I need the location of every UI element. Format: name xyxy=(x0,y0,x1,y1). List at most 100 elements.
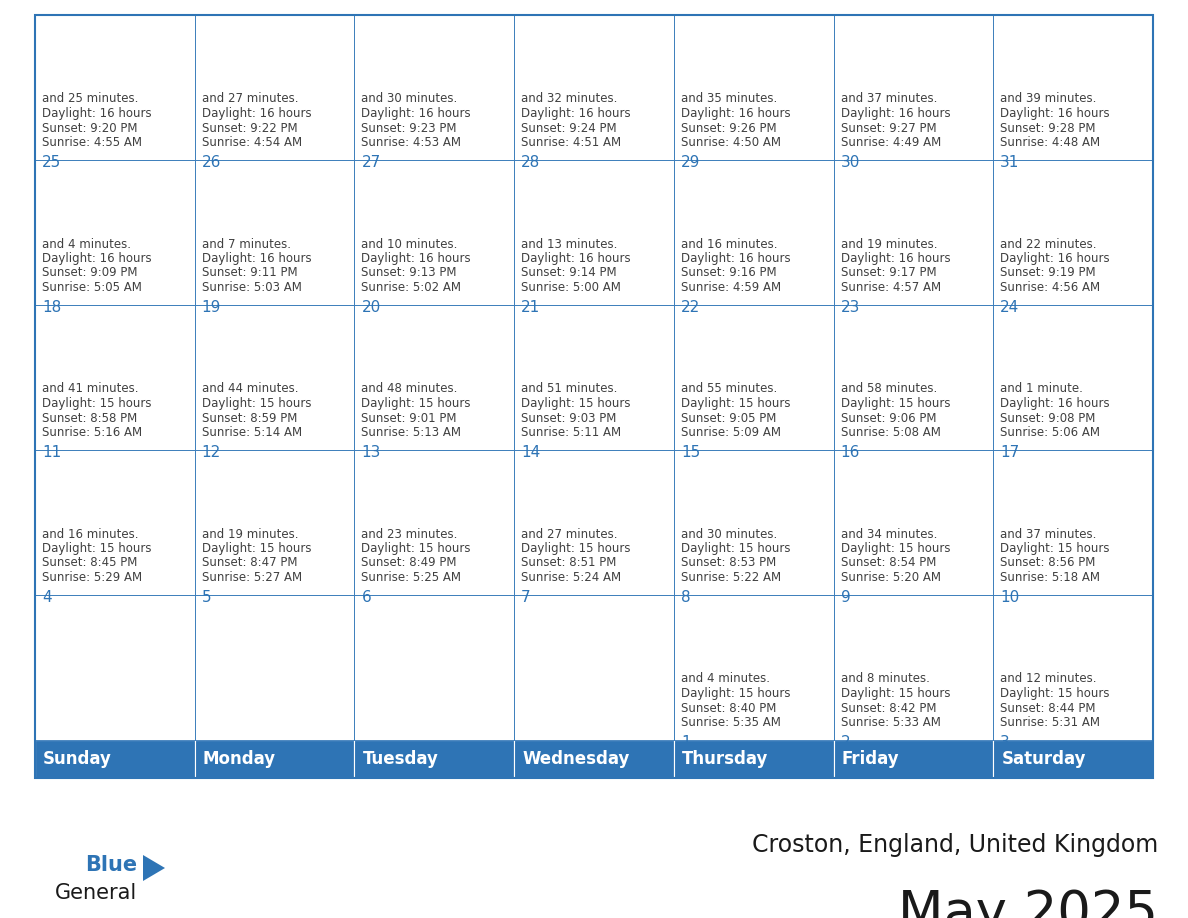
Text: Daylight: 15 hours: Daylight: 15 hours xyxy=(841,542,950,555)
Text: Sunset: 8:58 PM: Sunset: 8:58 PM xyxy=(42,411,138,424)
Text: Daylight: 15 hours: Daylight: 15 hours xyxy=(841,687,950,700)
Text: and 34 minutes.: and 34 minutes. xyxy=(841,528,937,541)
Text: Sunrise: 4:53 AM: Sunrise: 4:53 AM xyxy=(361,136,461,149)
Bar xyxy=(514,305,674,450)
Text: 18: 18 xyxy=(42,300,62,315)
Bar xyxy=(514,740,674,778)
Text: Sunrise: 5:22 AM: Sunrise: 5:22 AM xyxy=(681,571,781,584)
Text: 8: 8 xyxy=(681,590,690,605)
Text: Sunrise: 5:27 AM: Sunrise: 5:27 AM xyxy=(202,571,302,584)
Text: Daylight: 15 hours: Daylight: 15 hours xyxy=(202,542,311,555)
Text: Sunrise: 4:48 AM: Sunrise: 4:48 AM xyxy=(1000,136,1100,149)
Text: 24: 24 xyxy=(1000,300,1019,315)
Text: 28: 28 xyxy=(522,155,541,170)
Text: Sunset: 9:06 PM: Sunset: 9:06 PM xyxy=(841,411,936,424)
Bar xyxy=(34,15,195,160)
Text: Sunset: 9:05 PM: Sunset: 9:05 PM xyxy=(681,411,776,424)
Text: Sunrise: 4:56 AM: Sunrise: 4:56 AM xyxy=(1000,281,1100,294)
Text: Sunset: 9:24 PM: Sunset: 9:24 PM xyxy=(522,121,617,135)
Text: Sunset: 9:16 PM: Sunset: 9:16 PM xyxy=(681,266,777,279)
Text: Sunset: 9:28 PM: Sunset: 9:28 PM xyxy=(1000,121,1095,135)
Bar xyxy=(34,740,195,778)
Text: Daylight: 16 hours: Daylight: 16 hours xyxy=(841,252,950,265)
Text: Sunrise: 5:06 AM: Sunrise: 5:06 AM xyxy=(1000,426,1100,439)
Text: Blue: Blue xyxy=(86,855,137,875)
Text: Sunset: 9:11 PM: Sunset: 9:11 PM xyxy=(202,266,297,279)
Text: Sunrise: 5:31 AM: Sunrise: 5:31 AM xyxy=(1000,716,1100,729)
Text: Friday: Friday xyxy=(841,750,899,768)
Text: Daylight: 15 hours: Daylight: 15 hours xyxy=(841,397,950,410)
Text: Daylight: 16 hours: Daylight: 16 hours xyxy=(522,107,631,120)
Text: 11: 11 xyxy=(42,445,62,460)
Text: Daylight: 16 hours: Daylight: 16 hours xyxy=(1000,397,1110,410)
Text: Sunday: Sunday xyxy=(43,750,112,768)
Text: 22: 22 xyxy=(681,300,700,315)
Bar xyxy=(195,160,354,305)
Text: 25: 25 xyxy=(42,155,62,170)
Bar xyxy=(834,740,993,778)
Text: Sunset: 9:23 PM: Sunset: 9:23 PM xyxy=(361,121,457,135)
Text: 9: 9 xyxy=(841,590,851,605)
Text: and 37 minutes.: and 37 minutes. xyxy=(841,93,937,106)
Bar xyxy=(674,15,834,160)
Bar xyxy=(195,595,354,740)
Text: and 23 minutes.: and 23 minutes. xyxy=(361,528,457,541)
Text: and 55 minutes.: and 55 minutes. xyxy=(681,383,777,396)
Text: Sunrise: 5:13 AM: Sunrise: 5:13 AM xyxy=(361,426,461,439)
Text: Sunset: 9:20 PM: Sunset: 9:20 PM xyxy=(42,121,138,135)
Bar xyxy=(834,15,993,160)
Text: Sunset: 9:08 PM: Sunset: 9:08 PM xyxy=(1000,411,1095,424)
Text: and 16 minutes.: and 16 minutes. xyxy=(42,528,139,541)
Text: Sunrise: 5:24 AM: Sunrise: 5:24 AM xyxy=(522,571,621,584)
Text: Sunrise: 4:54 AM: Sunrise: 4:54 AM xyxy=(202,136,302,149)
Text: Sunrise: 5:16 AM: Sunrise: 5:16 AM xyxy=(42,426,143,439)
Bar xyxy=(993,305,1154,450)
Text: and 44 minutes.: and 44 minutes. xyxy=(202,383,298,396)
Text: 27: 27 xyxy=(361,155,380,170)
Text: 13: 13 xyxy=(361,445,381,460)
Bar xyxy=(354,595,514,740)
Bar xyxy=(354,740,514,778)
Text: Daylight: 15 hours: Daylight: 15 hours xyxy=(1000,542,1110,555)
Text: Sunrise: 4:51 AM: Sunrise: 4:51 AM xyxy=(522,136,621,149)
Text: Sunrise: 5:18 AM: Sunrise: 5:18 AM xyxy=(1000,571,1100,584)
Text: 7: 7 xyxy=(522,590,531,605)
Text: Sunset: 9:27 PM: Sunset: 9:27 PM xyxy=(841,121,936,135)
Bar xyxy=(195,305,354,450)
Text: 4: 4 xyxy=(42,590,51,605)
Bar xyxy=(993,450,1154,595)
Text: Wednesday: Wednesday xyxy=(523,750,630,768)
Bar xyxy=(993,15,1154,160)
Text: and 35 minutes.: and 35 minutes. xyxy=(681,93,777,106)
Text: and 4 minutes.: and 4 minutes. xyxy=(42,238,131,251)
Text: 5: 5 xyxy=(202,590,211,605)
Text: Sunset: 9:22 PM: Sunset: 9:22 PM xyxy=(202,121,297,135)
Bar xyxy=(674,450,834,595)
Text: Daylight: 16 hours: Daylight: 16 hours xyxy=(202,252,311,265)
Text: Sunrise: 5:25 AM: Sunrise: 5:25 AM xyxy=(361,571,461,584)
Text: 21: 21 xyxy=(522,300,541,315)
Bar xyxy=(834,160,993,305)
Text: Sunrise: 4:57 AM: Sunrise: 4:57 AM xyxy=(841,281,941,294)
Text: 6: 6 xyxy=(361,590,371,605)
Text: 31: 31 xyxy=(1000,155,1019,170)
Bar xyxy=(674,595,834,740)
Bar xyxy=(34,15,1154,778)
Text: 26: 26 xyxy=(202,155,221,170)
Text: Sunrise: 4:59 AM: Sunrise: 4:59 AM xyxy=(681,281,781,294)
Text: and 10 minutes.: and 10 minutes. xyxy=(361,238,457,251)
Text: May 2025: May 2025 xyxy=(898,888,1158,918)
Text: 12: 12 xyxy=(202,445,221,460)
Text: Daylight: 15 hours: Daylight: 15 hours xyxy=(202,397,311,410)
Text: Sunset: 9:19 PM: Sunset: 9:19 PM xyxy=(1000,266,1095,279)
Bar xyxy=(354,450,514,595)
Text: Sunrise: 5:09 AM: Sunrise: 5:09 AM xyxy=(681,426,781,439)
Bar xyxy=(674,740,834,778)
Text: 3: 3 xyxy=(1000,735,1010,750)
Text: and 58 minutes.: and 58 minutes. xyxy=(841,383,937,396)
Text: and 39 minutes.: and 39 minutes. xyxy=(1000,93,1097,106)
Text: 17: 17 xyxy=(1000,445,1019,460)
Text: Sunset: 8:45 PM: Sunset: 8:45 PM xyxy=(42,556,138,569)
Bar xyxy=(195,15,354,160)
Bar xyxy=(514,450,674,595)
